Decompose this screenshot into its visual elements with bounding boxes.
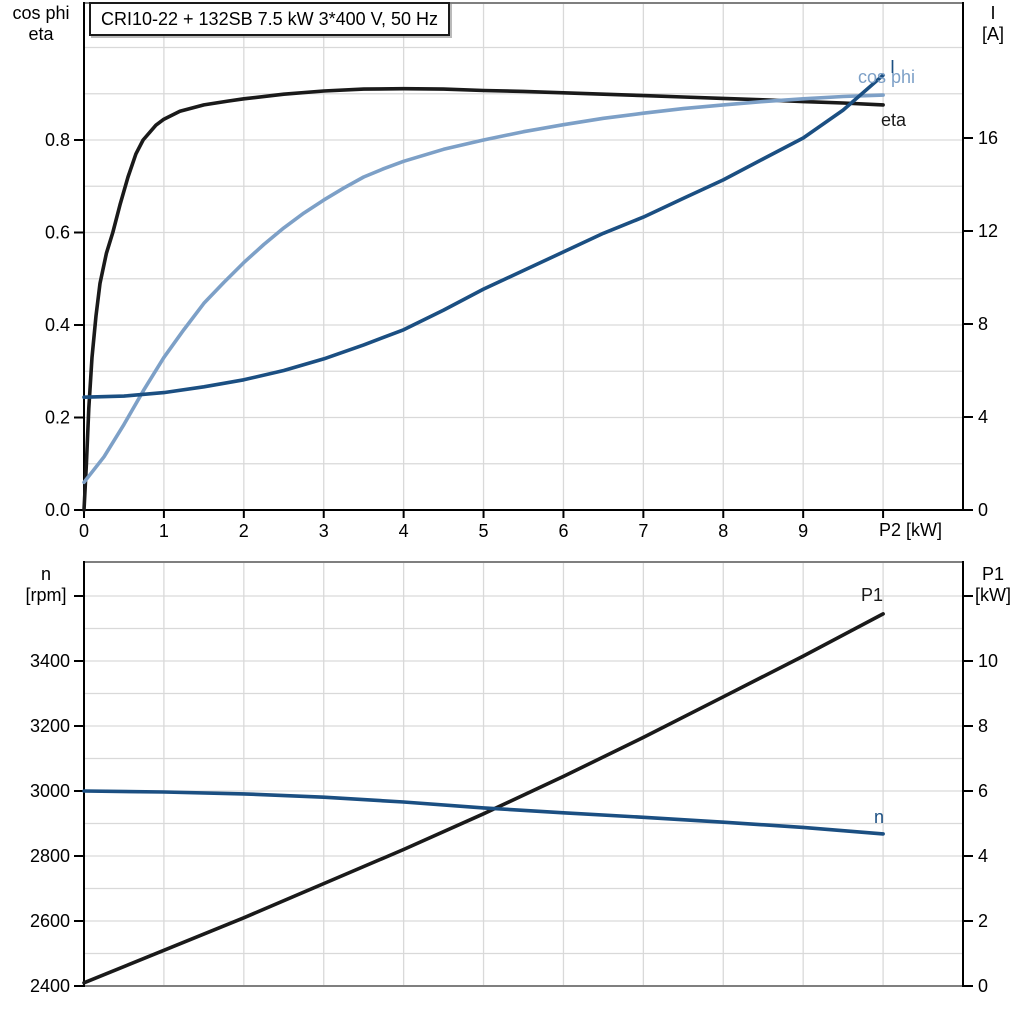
tick-label-right: 6 (978, 781, 988, 801)
curve-current (82, 73, 885, 399)
curve-speed (82, 789, 885, 836)
tick-label-left: 0.2 (45, 408, 70, 428)
tick-label-x: 4 (399, 521, 409, 541)
tick-label-right: 8 (978, 314, 988, 334)
x-axis-title-p2: P2 [kW] (879, 520, 943, 540)
bottom-right-axis-title: P1 [kW] (966, 564, 1020, 606)
tick-label-left: 3400 (30, 651, 70, 671)
tick-label-right: 4 (978, 407, 988, 427)
curve-cos-phi (82, 93, 885, 485)
axis-title-p1: P1 (981, 564, 1005, 584)
curve-label-eta: eta (881, 110, 907, 130)
axis-title-p1-unit: [kW] (975, 585, 1011, 605)
tick-label-right: 12 (978, 221, 998, 241)
axis-title-n-unit: [rpm] (25, 585, 67, 605)
tick-label-x: 8 (718, 521, 728, 541)
tick-label-left: 0.0 (45, 500, 70, 520)
curve-label-p1: P1 (861, 585, 884, 605)
axis-title-cos-phi: cos phi (12, 3, 70, 23)
curve-label-current: I (890, 57, 896, 77)
axis-title-current-unit: [A] (981, 24, 1004, 44)
tick-label-x: 5 (479, 521, 489, 541)
tick-label-x: 9 (798, 521, 808, 541)
curve-label-n: n (874, 807, 885, 827)
top-right-axis-title: I [A] (966, 3, 1020, 45)
axis-title-current: I (990, 3, 996, 23)
top-left-axis-title: cos phi eta (2, 3, 80, 45)
tick-label-x: 2 (239, 521, 249, 541)
tick-label-right: 8 (978, 716, 988, 736)
tick-label-left: 2800 (30, 846, 70, 866)
axis-title-n: n (40, 564, 51, 584)
tick-label-right: 2 (978, 911, 988, 931)
curve-eta (82, 86, 885, 512)
tick-label-x: 3 (319, 521, 329, 541)
tick-label-left: 2600 (30, 911, 70, 931)
tick-label-x: 1 (159, 521, 169, 541)
tick-label-right: 10 (978, 651, 998, 671)
chart-title-box: CRI10-22 + 132SB 7.5 kW 3*400 V, 50 Hz (89, 2, 451, 36)
tick-label-left: 2400 (30, 976, 70, 996)
tick-label-right: 16 (978, 128, 998, 148)
panel-bottom: 2400 2600 2800 3000 3200 3400 0 2 4 6 8 10 (30, 561, 998, 996)
tick-label-left: 0.4 (45, 315, 70, 335)
tick-label-left: 0.8 (45, 130, 70, 150)
tick-label-left: 0.6 (45, 223, 70, 243)
bottom-left-axis-title: n [rpm] (14, 564, 78, 606)
curve-p1-power (82, 612, 885, 985)
tick-label-right: 0 (978, 976, 988, 996)
tick-label-left: 3000 (30, 781, 70, 801)
tick-label-x: 0 (79, 521, 89, 541)
tick-label-left: 3200 (30, 716, 70, 736)
axis-title-eta: eta (28, 24, 54, 44)
chart-title: CRI10-22 + 132SB 7.5 kW 3*400 V, 50 Hz (101, 8, 439, 29)
curve-label-cos-phi: cos phi (858, 67, 916, 87)
tick-label-right: 0 (978, 500, 988, 520)
tick-label-x: 7 (638, 521, 648, 541)
tick-label-right: 4 (978, 846, 988, 866)
tick-label-x: 6 (558, 521, 568, 541)
